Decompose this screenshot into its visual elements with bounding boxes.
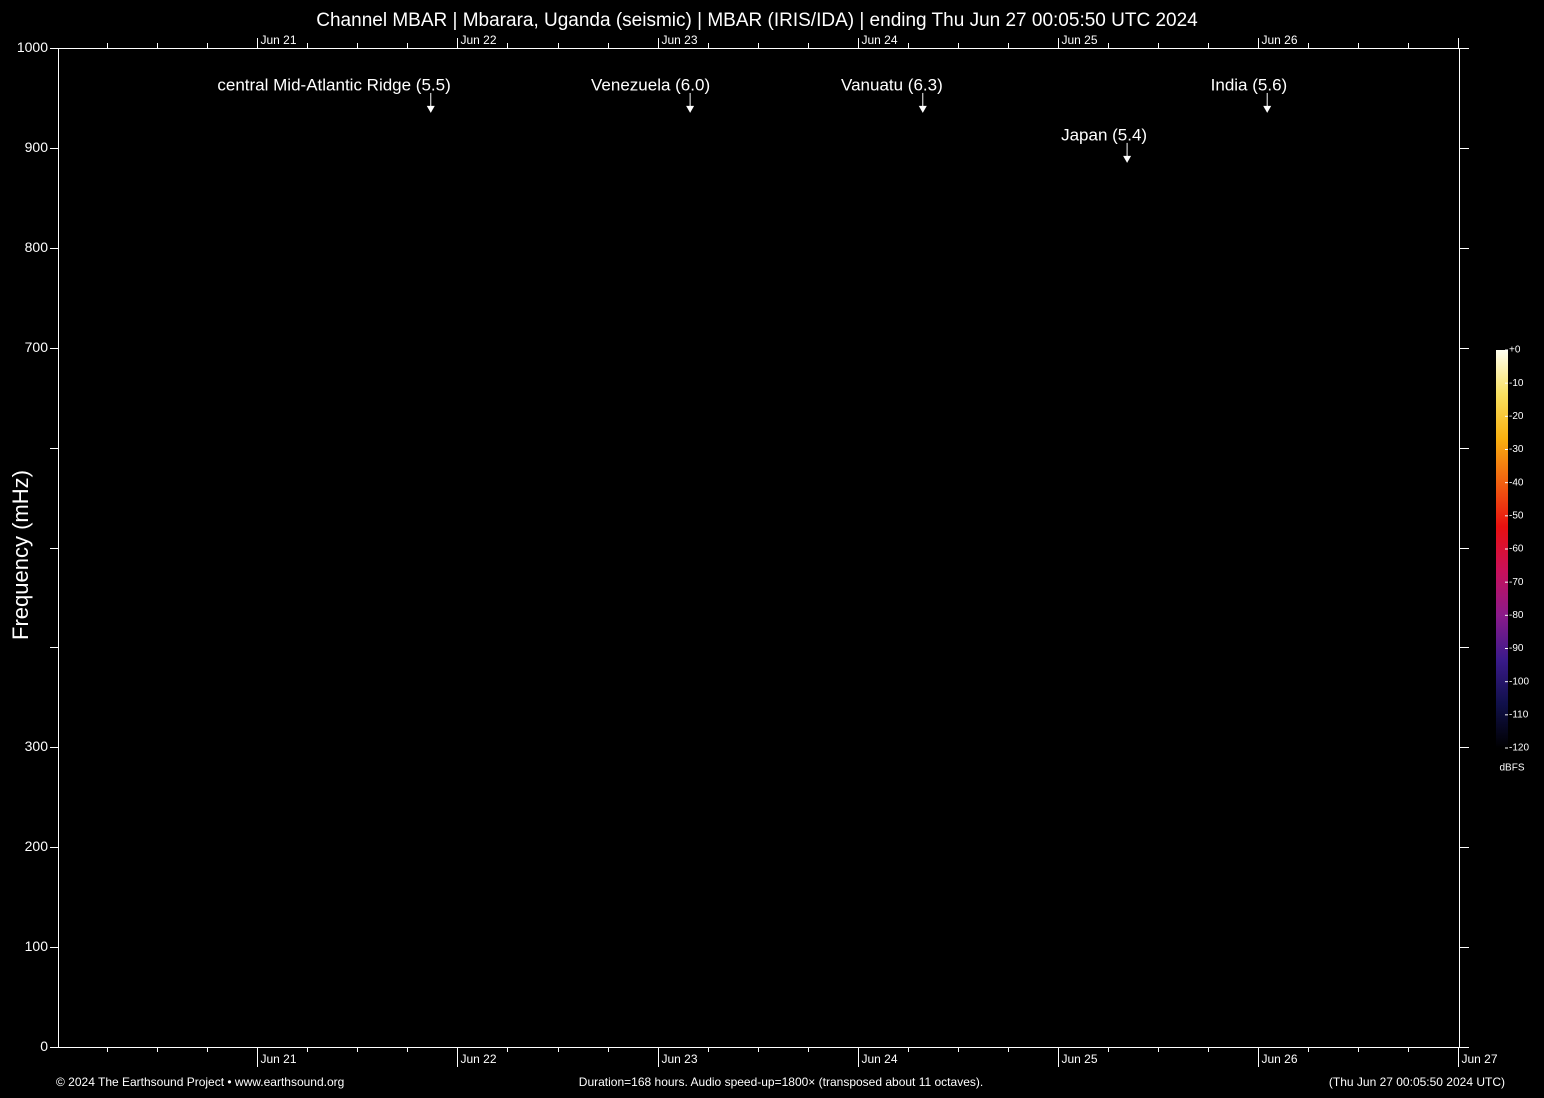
colorbar-tick-label: -20 — [1509, 411, 1524, 422]
x-tick-label: Jun 24 — [862, 1052, 898, 1066]
colorbar-tick-label: -50 — [1509, 510, 1524, 521]
colorbar-tick-label: -80 — [1509, 610, 1524, 621]
event-arrowhead — [1123, 155, 1132, 163]
y-tick-label: 100 — [25, 938, 49, 954]
colorbar-tick-label: -30 — [1509, 444, 1524, 455]
colorbar-label: dBFS — [1499, 763, 1524, 774]
event-label: Japan (5.4) — [1061, 125, 1147, 144]
colorbar-tick-label: -120 — [1509, 743, 1529, 754]
y-tick-label: 700 — [25, 339, 49, 355]
colorbar-tick-label: -100 — [1509, 676, 1529, 687]
event-label: Vanuatu (6.3) — [841, 75, 943, 94]
y-tick-label: 1000 — [17, 39, 48, 55]
x-tick-label-top: Jun 25 — [1062, 33, 1098, 47]
event-arrowhead — [1263, 105, 1272, 113]
x-tick-label-top: Jun 24 — [862, 33, 898, 47]
x-tick-label: Jun 21 — [261, 1052, 297, 1066]
y-tick-label: 300 — [25, 738, 49, 754]
event-label: India (5.6) — [1211, 75, 1288, 94]
x-tick-label: Jun 27 — [1462, 1052, 1498, 1066]
x-tick-label-top: Jun 21 — [261, 33, 297, 47]
colorbar-tick-label: -110 — [1509, 709, 1529, 720]
colorbar-tick-label: -60 — [1509, 544, 1524, 555]
y-tick-label: 0 — [40, 1038, 48, 1054]
x-tick-label-top: Jun 22 — [461, 33, 497, 47]
footer-center: Duration=168 hours. Audio speed-up=1800×… — [579, 1075, 983, 1089]
event-label: Venezuela (6.0) — [591, 75, 710, 94]
footer-right: (Thu Jun 27 00:05:50 2024 UTC) — [1329, 1075, 1505, 1089]
x-tick-label: Jun 23 — [662, 1052, 698, 1066]
footer-left: © 2024 The Earthsound Project • www.eart… — [56, 1075, 344, 1089]
y-tick-label: 900 — [25, 139, 49, 155]
chart-title: Channel MBAR | Mbarara, Uganda (seismic)… — [316, 10, 1198, 31]
event-arrowhead — [426, 105, 435, 113]
colorbar-tick-label: +0 — [1509, 345, 1521, 356]
y-tick-label: 800 — [25, 239, 49, 255]
x-tick-label-top: Jun 23 — [662, 33, 698, 47]
event-label: central Mid-Atlantic Ridge (5.5) — [217, 75, 450, 94]
y-axis-label: Frequency (mHz) — [8, 470, 33, 640]
x-tick-label: Jun 25 — [1062, 1052, 1098, 1066]
colorbar-tick-label: -40 — [1509, 477, 1524, 488]
event-arrowhead — [686, 105, 695, 113]
colorbar-tick-label: -90 — [1509, 643, 1524, 654]
colorbar-tick-label: -10 — [1509, 378, 1524, 389]
colorbar-tick-label: -70 — [1509, 577, 1524, 588]
x-tick-label: Jun 26 — [1262, 1052, 1298, 1066]
y-tick-label: 200 — [25, 838, 49, 854]
event-arrowhead — [918, 105, 927, 113]
x-tick-label-top: Jun 26 — [1262, 33, 1298, 47]
x-tick-label: Jun 22 — [461, 1052, 497, 1066]
